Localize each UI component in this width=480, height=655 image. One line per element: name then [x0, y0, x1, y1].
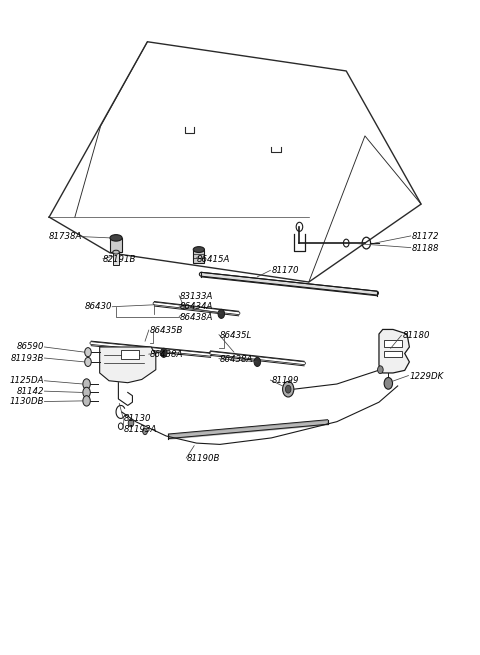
Circle shape — [143, 428, 147, 435]
Circle shape — [378, 365, 383, 373]
Text: 86430: 86430 — [85, 302, 112, 311]
Text: 81170: 81170 — [271, 267, 299, 276]
Circle shape — [254, 358, 261, 366]
Text: 86438A: 86438A — [150, 350, 183, 360]
Circle shape — [84, 348, 91, 357]
Ellipse shape — [113, 250, 120, 254]
Circle shape — [286, 385, 291, 393]
Text: 86590: 86590 — [17, 343, 45, 352]
Text: 1130DB: 1130DB — [10, 397, 45, 406]
Text: 1229DK: 1229DK — [409, 371, 444, 381]
Text: 81193A: 81193A — [124, 425, 157, 434]
Text: 86438A: 86438A — [220, 355, 253, 364]
Text: 81190B: 81190B — [187, 454, 220, 463]
Circle shape — [83, 387, 90, 398]
Polygon shape — [379, 329, 409, 373]
Text: 86434A: 86434A — [180, 302, 214, 311]
Circle shape — [218, 309, 225, 318]
Polygon shape — [121, 350, 139, 359]
Text: 81172: 81172 — [412, 232, 439, 241]
Text: 81188: 81188 — [412, 244, 439, 253]
Text: 86435B: 86435B — [150, 326, 183, 335]
Polygon shape — [384, 351, 402, 357]
Polygon shape — [110, 238, 122, 252]
Text: 86438A: 86438A — [180, 312, 214, 322]
Circle shape — [83, 379, 90, 389]
Polygon shape — [384, 341, 402, 347]
Text: 81142: 81142 — [17, 386, 45, 396]
Circle shape — [160, 348, 167, 358]
Polygon shape — [193, 250, 204, 263]
Text: 86415A: 86415A — [196, 255, 230, 264]
Ellipse shape — [110, 234, 122, 241]
Ellipse shape — [193, 247, 204, 252]
Circle shape — [283, 381, 294, 397]
Text: 82191B: 82191B — [103, 255, 136, 264]
Polygon shape — [100, 347, 156, 383]
Circle shape — [83, 396, 90, 406]
Text: 86435L: 86435L — [220, 331, 252, 340]
Polygon shape — [113, 252, 120, 265]
Text: 83133A: 83133A — [180, 292, 214, 301]
Text: 81180: 81180 — [402, 331, 430, 341]
Text: 81199: 81199 — [271, 376, 299, 385]
Text: 81193B: 81193B — [11, 354, 45, 362]
Circle shape — [84, 358, 91, 366]
Text: 1125DA: 1125DA — [10, 376, 45, 385]
Text: 81130: 81130 — [124, 414, 152, 423]
Circle shape — [128, 419, 134, 427]
Text: 81738A: 81738A — [48, 232, 82, 241]
Circle shape — [384, 377, 393, 389]
